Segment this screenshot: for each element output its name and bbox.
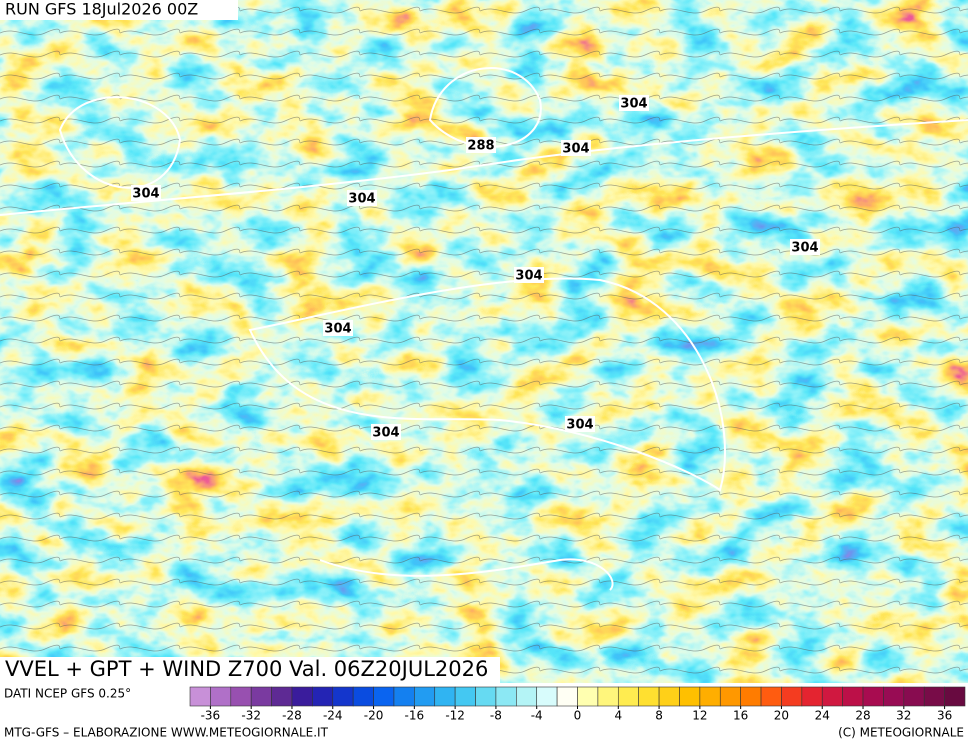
map (0, 0, 968, 683)
contour-label-box (565, 416, 595, 432)
colorbar-tick-label: 8 (655, 709, 663, 723)
colorbar-tick-label: -32 (241, 709, 261, 723)
contour-label: 304 (562, 142, 589, 157)
colorbar-swatch (291, 686, 313, 707)
colorbar-swatch (230, 686, 252, 707)
colorbar-swatch (250, 686, 272, 707)
colorbar-swatch (944, 686, 966, 707)
contour-label: 304 (515, 269, 542, 284)
contour-label: 304 (372, 426, 399, 441)
colorbar-tick-label: -4 (531, 709, 543, 723)
colorbar-tick-label: 36 (937, 709, 952, 723)
run-label-box (0, 0, 238, 20)
colorbar-tick-label: 24 (815, 709, 830, 723)
map-title-box (0, 657, 500, 683)
colorbar-swatch (393, 686, 415, 707)
colorbar-swatch (210, 686, 232, 707)
colorbar-swatch (352, 686, 374, 707)
colorbar-tick-label: -28 (282, 709, 302, 723)
colorbar-tick-label: 20 (774, 709, 789, 723)
colorbar-swatch (556, 686, 578, 707)
colorbar-tick-label: 16 (733, 709, 748, 723)
colorbar-swatch (434, 686, 456, 707)
footer-left: MTG-GFS – ELABORAZIONE WWW.METEOGIORNALE… (4, 726, 329, 740)
colorbar-swatch (454, 686, 476, 707)
colorbar-swatch (699, 686, 721, 707)
colorbar-swatch (679, 686, 701, 707)
colorbar-tick-label: -20 (364, 709, 384, 723)
contour-label-box (323, 320, 353, 336)
colorbar-swatch (495, 686, 517, 707)
colorbar-swatch (332, 686, 354, 707)
colorbar-swatch (781, 686, 803, 707)
contour-label-box (347, 190, 377, 206)
colorbar-swatch (842, 686, 864, 707)
contour-label-box (466, 137, 496, 153)
colorbar-swatch (577, 686, 599, 707)
contour-label: 288 (467, 139, 494, 154)
colorbar-swatch (862, 686, 884, 707)
contour-label: 304 (791, 241, 818, 256)
colorbar-swatch (821, 686, 843, 707)
colorbar-tick-label: 0 (574, 709, 582, 723)
geopotential-contours (0, 66, 968, 591)
contour-label: 304 (348, 192, 375, 207)
legend-source: DATI NCEP GFS 0.25° (4, 687, 131, 701)
contour-label-box (514, 267, 544, 283)
contour-label-box (619, 95, 649, 111)
colorbar-tick-label: -8 (490, 709, 502, 723)
colorbar-swatch (658, 686, 680, 707)
contour-label-box (790, 239, 820, 255)
contour-label: 304 (620, 97, 647, 112)
map-title: VVEL + GPT + WIND Z700 Val. 06Z20JUL2026 (5, 657, 488, 681)
colorbar-swatch (719, 686, 741, 707)
colorbar-swatch (801, 686, 823, 707)
contour-label: 304 (132, 187, 159, 202)
colorbar-swatch (271, 686, 293, 707)
colorbar-tick-label: -36 (201, 709, 221, 723)
colorbar-tick-label: -12 (445, 709, 465, 723)
colorbar-tick-label: -24 (323, 709, 343, 723)
colorbar-swatch (923, 686, 945, 707)
colorbar-tick-label: 32 (896, 709, 911, 723)
colorbar-tick-label: -16 (405, 709, 425, 723)
colorbar-swatch (414, 686, 436, 707)
colorbar-tick-label: 12 (692, 709, 707, 723)
colorbar-tick-label: 28 (855, 709, 870, 723)
wind-streamlines (0, 0, 968, 683)
contour-label: 304 (566, 418, 593, 433)
colorbar-tick-label: 4 (614, 709, 622, 723)
colorbar-swatch (740, 686, 762, 707)
contour-label: 304 (324, 322, 351, 337)
colorbar-swatch (617, 686, 639, 707)
run-label: RUN GFS 18Jul2026 00Z (5, 0, 198, 19)
colorbar-swatch (597, 686, 619, 707)
colorbar-swatch (536, 686, 558, 707)
colorbar-swatch (516, 686, 538, 707)
contour-label-box (131, 185, 161, 201)
colorbar-swatch (903, 686, 925, 707)
contour-label-box (371, 424, 401, 440)
colorbar-swatch (475, 686, 497, 707)
colorbar-swatch (373, 686, 395, 707)
colorbar-swatch (883, 686, 905, 707)
footer-right: (C) METEOGIORNALE (838, 726, 964, 740)
colorbar-swatch (760, 686, 782, 707)
colorbar-swatch (312, 686, 334, 707)
colorbar-swatch (638, 686, 660, 707)
colorbar-swatch (189, 686, 211, 707)
contour-label-box (561, 140, 591, 156)
